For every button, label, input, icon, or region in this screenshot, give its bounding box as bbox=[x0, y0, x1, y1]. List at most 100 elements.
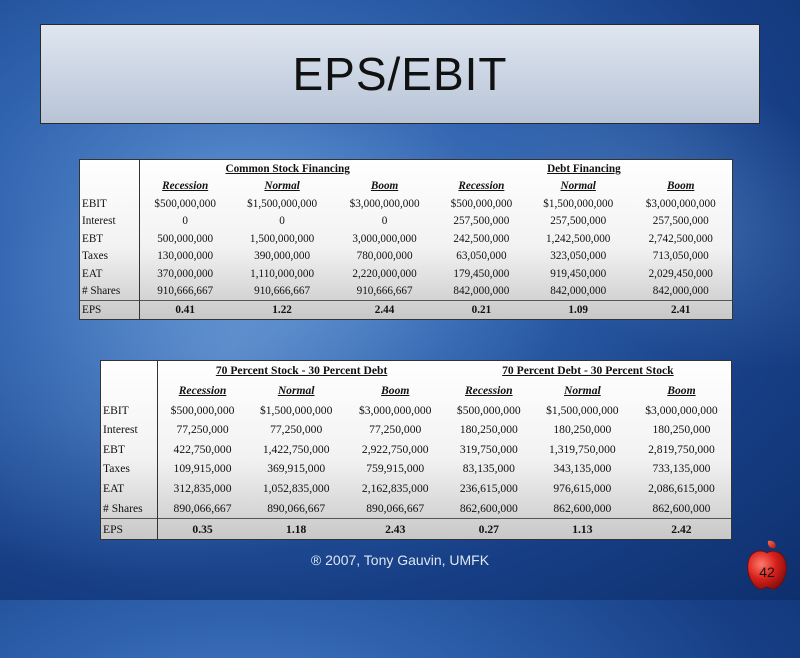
table-row: Interest 77,250,000 77,250,000 77,250,00… bbox=[101, 419, 731, 440]
table-cell: 77,250,000 bbox=[176, 423, 229, 437]
table-cell: 2,086,615,000 bbox=[648, 481, 715, 495]
table-cell: 179,450,000 bbox=[453, 267, 510, 280]
table-cell: 0.21 bbox=[471, 304, 492, 317]
table-row: Taxes 109,915,000 369,915,000 759,915,00… bbox=[101, 459, 731, 479]
slide-title: EPS/EBIT bbox=[292, 48, 508, 100]
scenario-header: Boom bbox=[381, 383, 410, 397]
table-cell: $3,000,000,000 bbox=[645, 403, 718, 417]
eps-row: EPS 0.35 1.18 2.43 0.27 1.13 2.42 bbox=[101, 518, 731, 539]
table-cell: 0 bbox=[279, 215, 285, 228]
table-cell: 319,750,000 bbox=[459, 442, 518, 456]
table-cell: 236,615,000 bbox=[459, 481, 518, 495]
table-cell: 312,835,000 bbox=[173, 481, 232, 495]
table-row: EBIT $500,000,000 $1,500,000,000 $3,000,… bbox=[101, 400, 731, 420]
table-cell: 0.27 bbox=[478, 522, 499, 536]
row-label: Taxes bbox=[101, 459, 159, 479]
table-cell: 180,250,000 bbox=[553, 423, 612, 437]
table-cell: 242,500,000 bbox=[453, 232, 510, 245]
table-cell: 1.18 bbox=[286, 522, 307, 536]
corner-cell bbox=[80, 177, 140, 195]
table-cell: 842,000,000 bbox=[453, 285, 510, 298]
group-header: 70 Percent Debt - 30 Percent Stock bbox=[502, 364, 674, 378]
table-cell: 109,915,000 bbox=[173, 462, 232, 476]
table-cell: 1,242,500,000 bbox=[546, 232, 611, 245]
row-label: EBT bbox=[80, 230, 140, 248]
table-cell: 1,422,750,000 bbox=[262, 442, 330, 456]
table-cell: 180,250,000 bbox=[652, 423, 711, 437]
row-label: EAT bbox=[80, 265, 140, 283]
table-cell: 390,000,000 bbox=[254, 250, 311, 263]
table-cell: 862,600,000 bbox=[652, 501, 711, 515]
table-cell: 759,915,000 bbox=[366, 462, 425, 476]
scenario-header: Recession bbox=[162, 180, 209, 193]
table-cell: 370,000,000 bbox=[157, 267, 214, 280]
scenario-header: Normal bbox=[564, 383, 601, 397]
group-header: Debt Financing bbox=[547, 162, 621, 175]
data-table: 70 Percent Stock - 30 Percent Debt 70 Pe… bbox=[101, 361, 731, 539]
table-cell: 0 bbox=[182, 215, 188, 228]
row-label: EBT bbox=[101, 439, 159, 460]
table-cell: 83,135,000 bbox=[462, 462, 515, 476]
table-cell: 77,250,000 bbox=[270, 423, 323, 437]
table-cell: 1,110,000,000 bbox=[250, 267, 315, 280]
table-cell: 3,000,000,000 bbox=[352, 232, 417, 245]
title-box: EPS/EBIT bbox=[40, 24, 760, 124]
table-row: EBIT $500,000,000 $1,500,000,000 $3,000,… bbox=[80, 195, 732, 213]
table-cell: 2,220,000,000 bbox=[352, 267, 417, 280]
table-cell: 919,450,000 bbox=[550, 267, 607, 280]
group-header: 70 Percent Stock - 30 Percent Debt bbox=[215, 364, 388, 378]
row-label: EPS bbox=[101, 518, 159, 539]
table-cell: $500,000,000 bbox=[450, 197, 513, 210]
table-cell: 1.13 bbox=[572, 522, 593, 536]
scenario-header-row: Recession Normal Boom Recession Normal B… bbox=[80, 177, 732, 195]
table-cell: 0 bbox=[381, 215, 388, 228]
table-cell: 422,750,000 bbox=[173, 442, 232, 456]
table-cell: 862,600,000 bbox=[459, 501, 518, 515]
table-cell: $1,500,000,000 bbox=[546, 403, 619, 417]
table-cell: 369,915,000 bbox=[267, 462, 326, 476]
table-cell: $500,000,000 bbox=[170, 403, 235, 417]
table-cell: $1,500,000,000 bbox=[247, 197, 318, 210]
row-label: EPS bbox=[80, 300, 140, 319]
table-cell: $500,000,000 bbox=[154, 197, 216, 210]
table-row: # Shares 890,066,667 890,066,667 890,066… bbox=[101, 498, 731, 519]
apple-logo-icon: 42 bbox=[744, 538, 790, 592]
table-cell: $3,000,000,000 bbox=[645, 197, 716, 210]
table-row: EBT 500,000,000 1,500,000,000 3,000,000,… bbox=[80, 230, 732, 248]
table-cell: 257,500,000 bbox=[652, 215, 709, 228]
group-header: Common Stock Financing bbox=[225, 162, 350, 175]
table-cell: 890,066,667 bbox=[173, 501, 232, 515]
table-cell: 2,742,500,000 bbox=[648, 232, 713, 245]
table-cell: 77,250,000 bbox=[369, 423, 422, 437]
scenario-header-row: Recession Normal Boom Recession Normal B… bbox=[101, 380, 731, 401]
table-cell: 842,000,000 bbox=[550, 285, 607, 298]
table-cell: 2.44 bbox=[374, 304, 395, 317]
apple-logo-shape bbox=[747, 540, 787, 590]
slide-footer: ® 2007, Tony Gauvin, UMFK bbox=[310, 552, 490, 568]
page-number: 42 bbox=[759, 564, 775, 580]
table-cell: 1,052,835,000 bbox=[262, 481, 330, 495]
table-cell: 180,250,000 bbox=[459, 423, 518, 437]
table-mixed-financing: 70 Percent Stock - 30 Percent Debt 70 Pe… bbox=[100, 360, 732, 540]
table-cell: 2.42 bbox=[671, 522, 692, 536]
row-label: Interest bbox=[80, 212, 140, 230]
table-cell: 257,500,000 bbox=[550, 215, 607, 228]
table-cell: 2.43 bbox=[385, 522, 406, 536]
scenario-header: Normal bbox=[560, 180, 596, 193]
row-label: Interest bbox=[101, 419, 159, 440]
table-cell: $1,500,000,000 bbox=[543, 197, 614, 210]
group-header-row: Common Stock Financing Debt Financing bbox=[80, 160, 732, 178]
table-cell: 2,029,450,000 bbox=[648, 267, 713, 280]
table-cell: 257,500,000 bbox=[453, 215, 510, 228]
table-common-vs-debt: Common Stock Financing Debt Financing Re… bbox=[79, 159, 733, 320]
table-row: Taxes 130,000,000 390,000,000 780,000,00… bbox=[80, 247, 732, 265]
table-cell: 0.41 bbox=[175, 304, 195, 317]
table-cell: 890,066,667 bbox=[267, 501, 326, 515]
table-cell: 842,000,000 bbox=[652, 285, 709, 298]
table-cell: 343,135,000 bbox=[553, 462, 612, 476]
scenario-header: Recession bbox=[458, 180, 505, 193]
table-cell: 500,000,000 bbox=[157, 232, 214, 245]
table-cell: 890,066,667 bbox=[366, 501, 425, 515]
table-cell: 910,666,667 bbox=[254, 285, 311, 298]
scenario-header: Normal bbox=[264, 180, 300, 193]
